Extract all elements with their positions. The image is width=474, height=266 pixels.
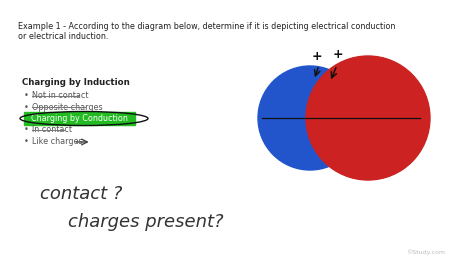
Text: •: • bbox=[24, 91, 29, 100]
Text: Example 1 - According to the diagram below, determine if it is depicting electri: Example 1 - According to the diagram bel… bbox=[18, 22, 395, 41]
Text: charges present?: charges present? bbox=[68, 213, 224, 231]
Text: •: • bbox=[24, 137, 29, 146]
Text: Like charges: Like charges bbox=[32, 137, 82, 146]
Text: Not in contact: Not in contact bbox=[32, 91, 89, 100]
Text: +: + bbox=[333, 48, 343, 60]
Text: contact ?: contact ? bbox=[40, 185, 122, 203]
Text: Charging by Conduction: Charging by Conduction bbox=[26, 114, 133, 123]
Text: In contact: In contact bbox=[32, 126, 72, 135]
Circle shape bbox=[306, 56, 430, 180]
Text: ©Study.com: ©Study.com bbox=[406, 249, 445, 255]
Text: +: + bbox=[312, 51, 322, 64]
Circle shape bbox=[258, 66, 362, 170]
Text: •: • bbox=[24, 126, 29, 135]
Text: •: • bbox=[24, 102, 29, 111]
Text: Charging by Induction: Charging by Induction bbox=[22, 78, 130, 87]
Text: Opposite charges: Opposite charges bbox=[32, 102, 103, 111]
